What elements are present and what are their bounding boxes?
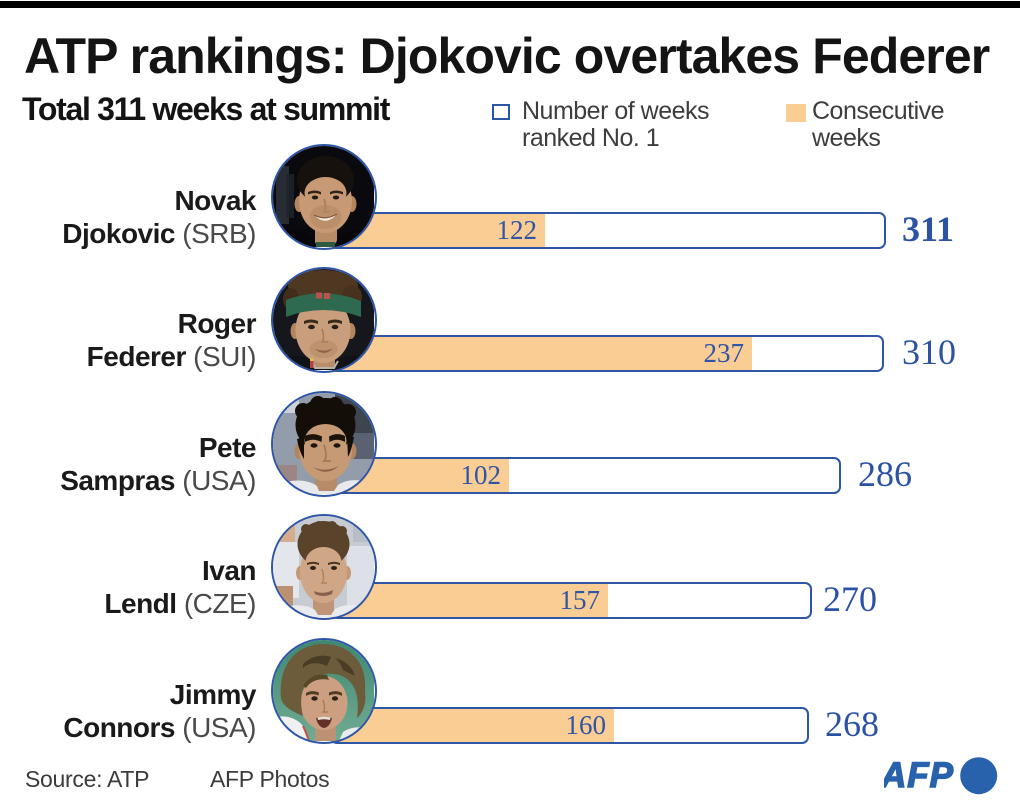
svg-text:AFP: AFP — [884, 756, 954, 795]
